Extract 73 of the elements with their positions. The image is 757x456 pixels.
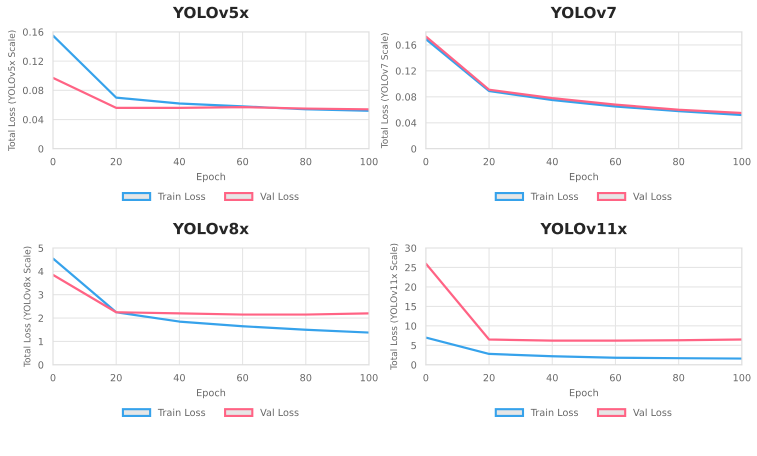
x-tick-label: 60 [610, 158, 621, 166]
x-axis-title: Epoch [197, 388, 226, 398]
y-tick-label: 5 [411, 342, 416, 350]
x-tick-label: 60 [610, 374, 621, 382]
chart-title: YOLOv11x [540, 222, 627, 234]
x-tick-label: 60 [237, 158, 248, 166]
line-series [52, 76, 369, 110]
x-tick-label: 0 [423, 374, 428, 382]
legend-label: Val Loss [633, 408, 672, 416]
x-tick-label: 20 [484, 374, 495, 382]
y-tick-label: 0.04 [22, 116, 44, 124]
y-tick-label: 5 [38, 244, 44, 252]
y-tick-label: 0.16 [396, 41, 416, 49]
y-tick-label: 20 [405, 283, 416, 291]
x-axis-title: Epoch [197, 172, 226, 182]
y-tick-label: 0 [411, 145, 416, 153]
y-tick-label: 0.08 [22, 86, 44, 94]
legend-label: Val Loss [260, 408, 299, 416]
y-tick-label: 2 [38, 314, 43, 322]
x-tick-label: 40 [174, 374, 185, 382]
x-tick-label: 20 [484, 158, 495, 166]
chart-title: YOLOv8x [172, 222, 249, 234]
x-tick-label: 40 [174, 158, 185, 166]
x-tick-label: 0 [50, 374, 56, 382]
y-tick-label: 0.12 [396, 67, 416, 75]
x-tick-label: 100 [360, 374, 378, 382]
x-axis-title: Epoch [570, 172, 598, 182]
y-tick-label: 30 [405, 244, 416, 252]
y-tick-label: 0.16 [22, 28, 44, 36]
y-tick-label: 0.04 [396, 119, 416, 127]
y-axis-title: Total Loss (YOLOv8x Scale) [23, 246, 32, 368]
y-axis-title: Total Loss (YOLOv5x Scale) [8, 30, 16, 151]
line-series [52, 274, 369, 316]
y-tick-label: 3 [38, 291, 44, 299]
y-axis-title: Total Loss (YOLOv7 Scale) [380, 33, 389, 148]
legend-label: Train Loss [158, 408, 206, 416]
y-tick-label: 0 [411, 361, 416, 369]
x-axis-title: Epoch [570, 388, 598, 398]
x-tick-label: 100 [734, 158, 750, 166]
y-tick-label: 0.08 [396, 93, 416, 101]
legend-label: Val Loss [633, 192, 672, 200]
x-tick-label: 40 [546, 158, 558, 166]
y-tick-label: 0.12 [22, 58, 43, 65]
line-series [426, 262, 742, 342]
x-tick-label: 0 [50, 158, 56, 166]
x-tick-label: 0 [423, 158, 428, 166]
chart-title: YOLOv5x [172, 6, 249, 18]
y-tick-label: 15 [406, 303, 416, 310]
x-tick-label: 40 [546, 374, 558, 382]
x-tick-label: 100 [734, 374, 750, 382]
x-tick-label: 60 [237, 374, 248, 382]
y-tick-label: 0 [38, 361, 44, 369]
x-tick-label: 100 [360, 158, 378, 166]
x-tick-label: 80 [673, 374, 684, 382]
x-tick-label: 80 [300, 158, 312, 166]
legend-label: Train Loss [530, 192, 578, 200]
line-series [52, 34, 369, 112]
legend-label: Train Loss [158, 192, 206, 200]
x-tick-label: 20 [110, 158, 122, 166]
x-tick-label: 20 [110, 374, 122, 382]
y-tick-label: 4 [38, 268, 44, 276]
line-series [426, 336, 742, 360]
y-tick-label: 10 [406, 322, 416, 330]
y-axis-title: Total Loss (YOLOv11x Scale) [390, 244, 398, 370]
y-tick-label: 1 [38, 338, 44, 346]
x-tick-label: 80 [300, 374, 312, 382]
y-tick-label: 25 [405, 264, 416, 272]
y-tick-label: 0 [38, 145, 44, 153]
legend-label: Val Loss [260, 192, 299, 200]
legend-label: Train Loss [530, 408, 578, 416]
x-tick-label: 80 [673, 158, 684, 166]
line-series [52, 257, 369, 334]
chart-title: YOLOv7 [550, 6, 616, 18]
